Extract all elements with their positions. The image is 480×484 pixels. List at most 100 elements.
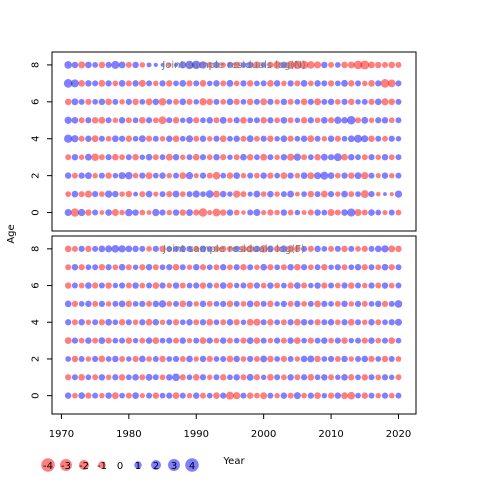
residual-bubble	[375, 300, 382, 308]
residual-bubble	[267, 117, 274, 124]
residual-bubble	[328, 61, 335, 68]
residual-bubble	[118, 374, 126, 381]
residual-bubble	[138, 355, 146, 363]
residual-bubble	[246, 61, 254, 69]
residual-bubble	[64, 392, 72, 399]
residual-bubble	[172, 282, 180, 289]
residual-bubble	[388, 61, 396, 69]
residual-bubble	[193, 173, 199, 179]
residual-bubble	[166, 301, 173, 307]
residual-bubble	[71, 374, 78, 381]
residual-bubble	[355, 282, 362, 289]
residual-bubble	[119, 209, 125, 216]
residual-bubble	[105, 117, 112, 124]
y-tick-label: 6	[31, 99, 42, 105]
residual-bubble	[70, 208, 80, 217]
residual-bubble	[260, 135, 267, 142]
residual-bubble	[374, 98, 382, 106]
residual-bubble	[179, 355, 186, 362]
residual-bubble	[85, 356, 92, 362]
legend-bubble	[41, 458, 55, 472]
residual-bubble	[321, 282, 328, 289]
residual-bubble	[85, 392, 92, 399]
residual-bubble	[334, 80, 341, 87]
residual-bubble	[139, 62, 146, 68]
residual-bubble	[327, 117, 335, 124]
residual-bubble	[360, 190, 369, 198]
residual-bubble	[375, 392, 381, 399]
residual-bubble	[334, 245, 341, 252]
residual-bubble	[341, 209, 348, 216]
residual-bubble	[160, 63, 165, 67]
residual-bubble	[152, 98, 160, 106]
residual-bubble	[375, 117, 382, 124]
residual-bubble	[267, 80, 274, 87]
residual-bubble	[341, 373, 348, 381]
residual-bubble	[361, 116, 369, 124]
residual-bubble	[139, 337, 146, 344]
residual-bubble	[327, 190, 335, 198]
residual-bubble	[381, 374, 389, 381]
residual-bubble	[112, 172, 119, 179]
residual-bubble	[281, 374, 287, 381]
residual-bubble	[172, 355, 180, 363]
residual-bubble	[267, 190, 274, 198]
residual-bubble	[240, 319, 247, 325]
residual-bubble	[355, 80, 362, 87]
legend-value-label: -3	[61, 461, 71, 472]
residual-bubble	[240, 356, 247, 362]
residual-bubble	[193, 301, 199, 307]
residual-bubble	[226, 172, 234, 179]
residual-bubble	[280, 319, 287, 326]
residual-bubble	[186, 264, 193, 270]
residual-bubble	[328, 374, 335, 381]
residual-bubble	[105, 135, 112, 142]
residual-bubble	[159, 172, 166, 179]
panel-top: Joint sample residuals log(N) 0 2 4 6 8	[31, 51, 417, 232]
residual-bubble	[375, 135, 382, 142]
residual-bubble	[294, 356, 301, 362]
legend-value-label: 0	[117, 461, 123, 472]
residual-bubble	[388, 282, 395, 289]
residual-bubble	[85, 300, 92, 308]
residual-bubble	[347, 61, 355, 69]
residual-bubble	[281, 80, 287, 87]
panel-title: Joint sample residuals log(F)	[162, 244, 305, 255]
residual-bubble	[341, 79, 348, 87]
residual-bubble	[85, 80, 92, 87]
residual-bubble	[98, 337, 106, 344]
residual-bubble	[193, 319, 200, 326]
residual-bubble	[185, 172, 194, 180]
y-tick-label: 4	[31, 319, 42, 325]
residual-bubble	[347, 116, 356, 125]
residual-bubble	[247, 264, 254, 271]
residual-bubble	[91, 117, 99, 124]
residual-bubble	[193, 209, 200, 216]
residual-bubble	[260, 374, 267, 381]
residual-bubble	[85, 98, 92, 105]
residual-bubble	[240, 191, 247, 198]
residual-bubble	[64, 209, 72, 217]
residual-bubble	[381, 117, 389, 124]
residual-bubble	[287, 190, 295, 198]
residual-bubble	[375, 173, 381, 179]
residual-bubble	[71, 135, 79, 143]
residual-bubble	[91, 135, 99, 143]
residual-bubble	[78, 80, 86, 87]
residual-bubble	[253, 374, 261, 381]
residual-bubble	[348, 264, 355, 271]
residual-bubble	[334, 337, 341, 344]
residual-bubble	[368, 374, 375, 381]
residual-bubble	[146, 356, 152, 362]
residual-bubble	[388, 392, 395, 399]
residual-bubble	[226, 337, 233, 344]
y-tick-label: 2	[31, 172, 42, 178]
residual-bubble	[199, 172, 207, 179]
x-tick-label: 2010	[318, 429, 343, 440]
residual-bubble	[207, 209, 213, 216]
residual-bubble	[246, 98, 254, 106]
residual-bubble	[240, 116, 247, 124]
residual-bubble	[139, 172, 146, 179]
residual-bubble	[267, 209, 274, 216]
residual-bubble	[327, 154, 335, 161]
